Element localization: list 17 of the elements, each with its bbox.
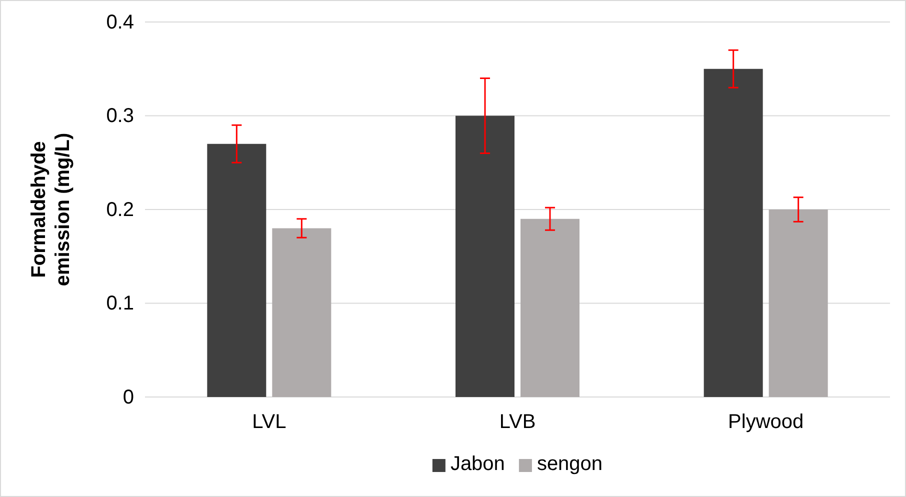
y-tick-label: 0.1	[106, 292, 134, 315]
bar	[768, 210, 828, 397]
x-tick-label: LVL	[252, 411, 286, 433]
legend-label: Jabon	[450, 453, 505, 475]
y-tick-label: 0	[122, 386, 134, 408]
x-tick-label: LVB	[499, 411, 536, 433]
y-tick-label: 0.3	[106, 105, 134, 128]
y-tick-label: 0.4	[106, 11, 134, 34]
bar	[520, 218, 580, 397]
x-tick-label: Plywood	[728, 411, 804, 433]
y-axis-title: Formaldehyde emission (mg/L)	[28, 132, 74, 286]
bar	[272, 228, 332, 397]
bar	[207, 144, 266, 397]
y-tick-label: 0.2	[106, 198, 134, 221]
legend-label: sengon	[536, 453, 603, 475]
bar	[456, 116, 514, 397]
bar	[704, 68, 763, 397]
